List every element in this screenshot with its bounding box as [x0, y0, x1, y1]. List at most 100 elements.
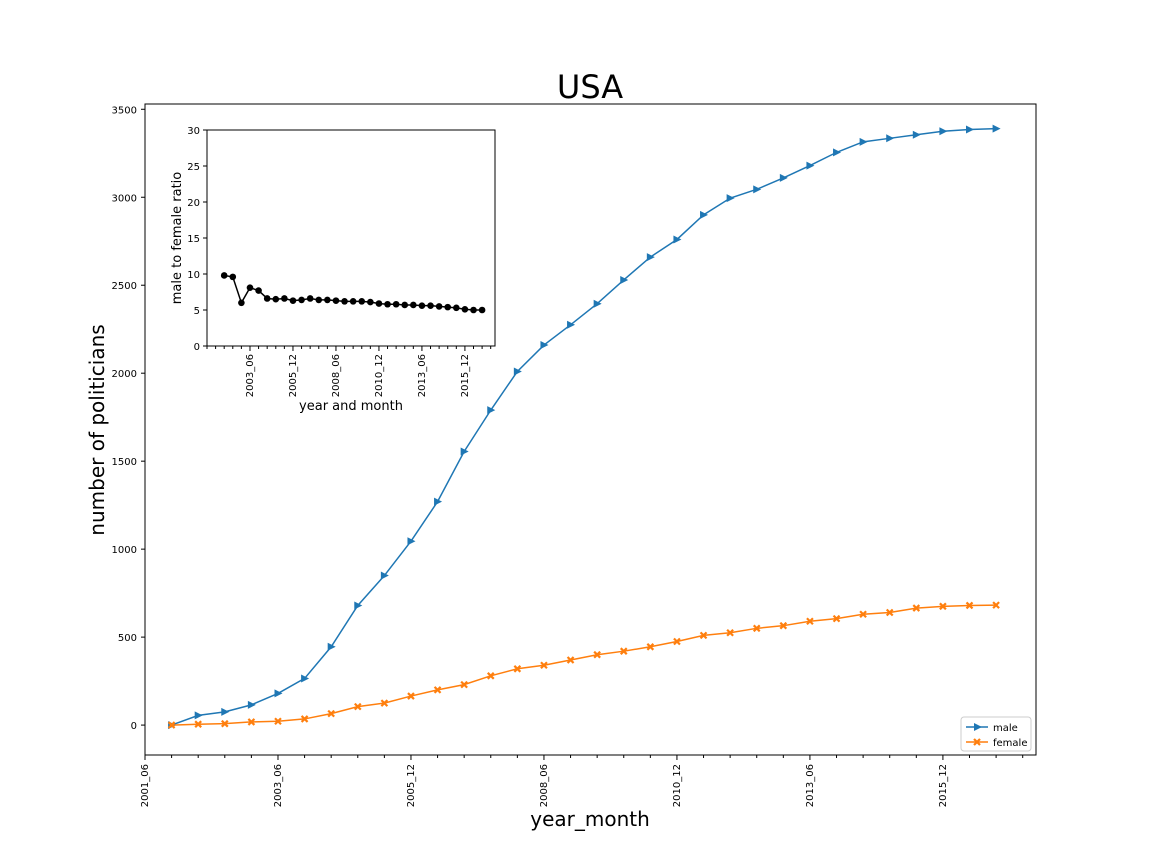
data-point-female [992, 601, 1000, 609]
inset-y-tick-label: 20 [187, 198, 200, 209]
ratio-data-point [453, 304, 460, 312]
data-point-male [513, 367, 522, 376]
ratio-data-point [418, 302, 426, 309]
data-point-male [859, 137, 868, 146]
ratio-data-point [238, 299, 245, 307]
ratio-data-point [341, 298, 348, 305]
data-point-female [486, 672, 495, 680]
ratio-data-point [255, 287, 262, 294]
inset-x-axis-label: year and month [299, 399, 403, 414]
inset-y-axis-label: male to female ratio [170, 172, 185, 305]
data-point-male [646, 253, 655, 262]
data-point-female [380, 699, 389, 707]
data-point-female [752, 624, 761, 633]
data-point-female [247, 718, 256, 726]
inset-x-tick-label: 2008_06 [331, 354, 342, 397]
data-point-female [353, 702, 362, 711]
legend-female-marker [973, 738, 981, 746]
y-tick-label: 3500 [112, 105, 137, 116]
x-tick-label: 2010_12 [672, 764, 683, 807]
inset-y-axis-ticks: 0 5 10 15 20 25 30 [187, 126, 207, 353]
ratio-data-point [358, 298, 366, 305]
inset-y-tick-label: 0 [194, 342, 200, 353]
data-point-male [487, 406, 496, 415]
data-point-female [726, 628, 734, 637]
x-tick-label: 2003_06 [273, 764, 284, 807]
ratio-data-point [444, 303, 452, 311]
ratio-data-point [229, 273, 237, 281]
data-point-female [540, 661, 548, 670]
data-point-female [300, 715, 309, 723]
ratio-data-point [289, 297, 297, 304]
data-point-female [593, 650, 601, 659]
data-point-male [221, 707, 230, 716]
inset-y-tick-label: 5 [194, 306, 200, 317]
data-point-female [407, 692, 415, 700]
inset-y-tick-label: 25 [187, 162, 200, 173]
series-line-female [171, 604, 997, 726]
ratio-data-point [384, 300, 391, 308]
x-axis-ticks: 2001_06 2003_06 2005_12 2008_06 2010_12 2013_… [140, 755, 1024, 807]
series-group [167, 124, 1001, 730]
data-point-male [806, 161, 815, 170]
inset-x-tick-label: 2010_12 [374, 354, 385, 397]
inset-y-tick-label: 10 [187, 270, 200, 281]
ratio-data-point [375, 300, 383, 307]
ratio-data-point [392, 300, 400, 308]
data-point-male [992, 124, 1001, 133]
plot-frame [144, 103, 1037, 756]
data-point-female [779, 621, 788, 630]
data-point-male [753, 185, 762, 194]
legend-female-label: female [993, 738, 1027, 749]
data-point-male [726, 194, 735, 203]
ratio-data-point [427, 302, 434, 309]
data-point-female [859, 610, 867, 619]
data-point-female [433, 686, 442, 694]
y-axis-ticks: 0 500 1000 1500 2000 2500 3000 3500 [112, 105, 145, 732]
data-point-female [806, 617, 814, 626]
data-point-male [966, 125, 975, 134]
data-point-male [567, 320, 576, 329]
data-point-female [221, 719, 229, 728]
data-point-female [646, 643, 655, 651]
data-point-male [886, 134, 895, 143]
inset-plot-frame [206, 129, 496, 347]
ratio-data-point [470, 306, 477, 314]
ratio-data-point [367, 298, 374, 306]
y-axis-label: number of politicians [85, 324, 109, 535]
legend-male-marker [974, 723, 982, 731]
data-point-male [779, 173, 788, 182]
data-point-male [327, 642, 336, 651]
inset-x-tick-label: 2005_12 [288, 354, 299, 397]
ratio-data-point [410, 301, 417, 309]
y-tick-label: 500 [118, 633, 137, 644]
data-point-male [434, 497, 443, 506]
data-point-male [380, 571, 389, 580]
y-tick-label: 1000 [112, 545, 137, 556]
data-point-female [939, 602, 947, 611]
data-point-female [699, 631, 708, 640]
ratio-data-point [349, 298, 357, 305]
x-tick-label: 2008_06 [539, 764, 550, 807]
data-point-male [620, 275, 629, 284]
data-point-female [167, 721, 176, 729]
x-tick-label: 2001_06 [140, 764, 151, 807]
data-point-female [673, 637, 681, 646]
data-point-male [194, 711, 203, 720]
data-point-male [407, 537, 416, 546]
ratio-data-point [324, 296, 331, 304]
data-point-male [301, 674, 310, 683]
y-tick-label: 2000 [112, 369, 137, 380]
legend: male female [960, 716, 1032, 752]
inset-chart: year and month male to female ratio 0 5 10… [170, 126, 496, 414]
ratio-data-point [220, 272, 228, 279]
data-point-female [460, 680, 468, 689]
inset-x-tick-label: 2015_12 [460, 354, 471, 397]
inset-y-tick-label: 30 [187, 126, 200, 137]
y-tick-label: 3000 [112, 193, 137, 204]
inset-y-tick-label: 15 [187, 234, 200, 245]
data-point-male [274, 689, 283, 698]
x-tick-label: 2013_06 [805, 764, 816, 807]
